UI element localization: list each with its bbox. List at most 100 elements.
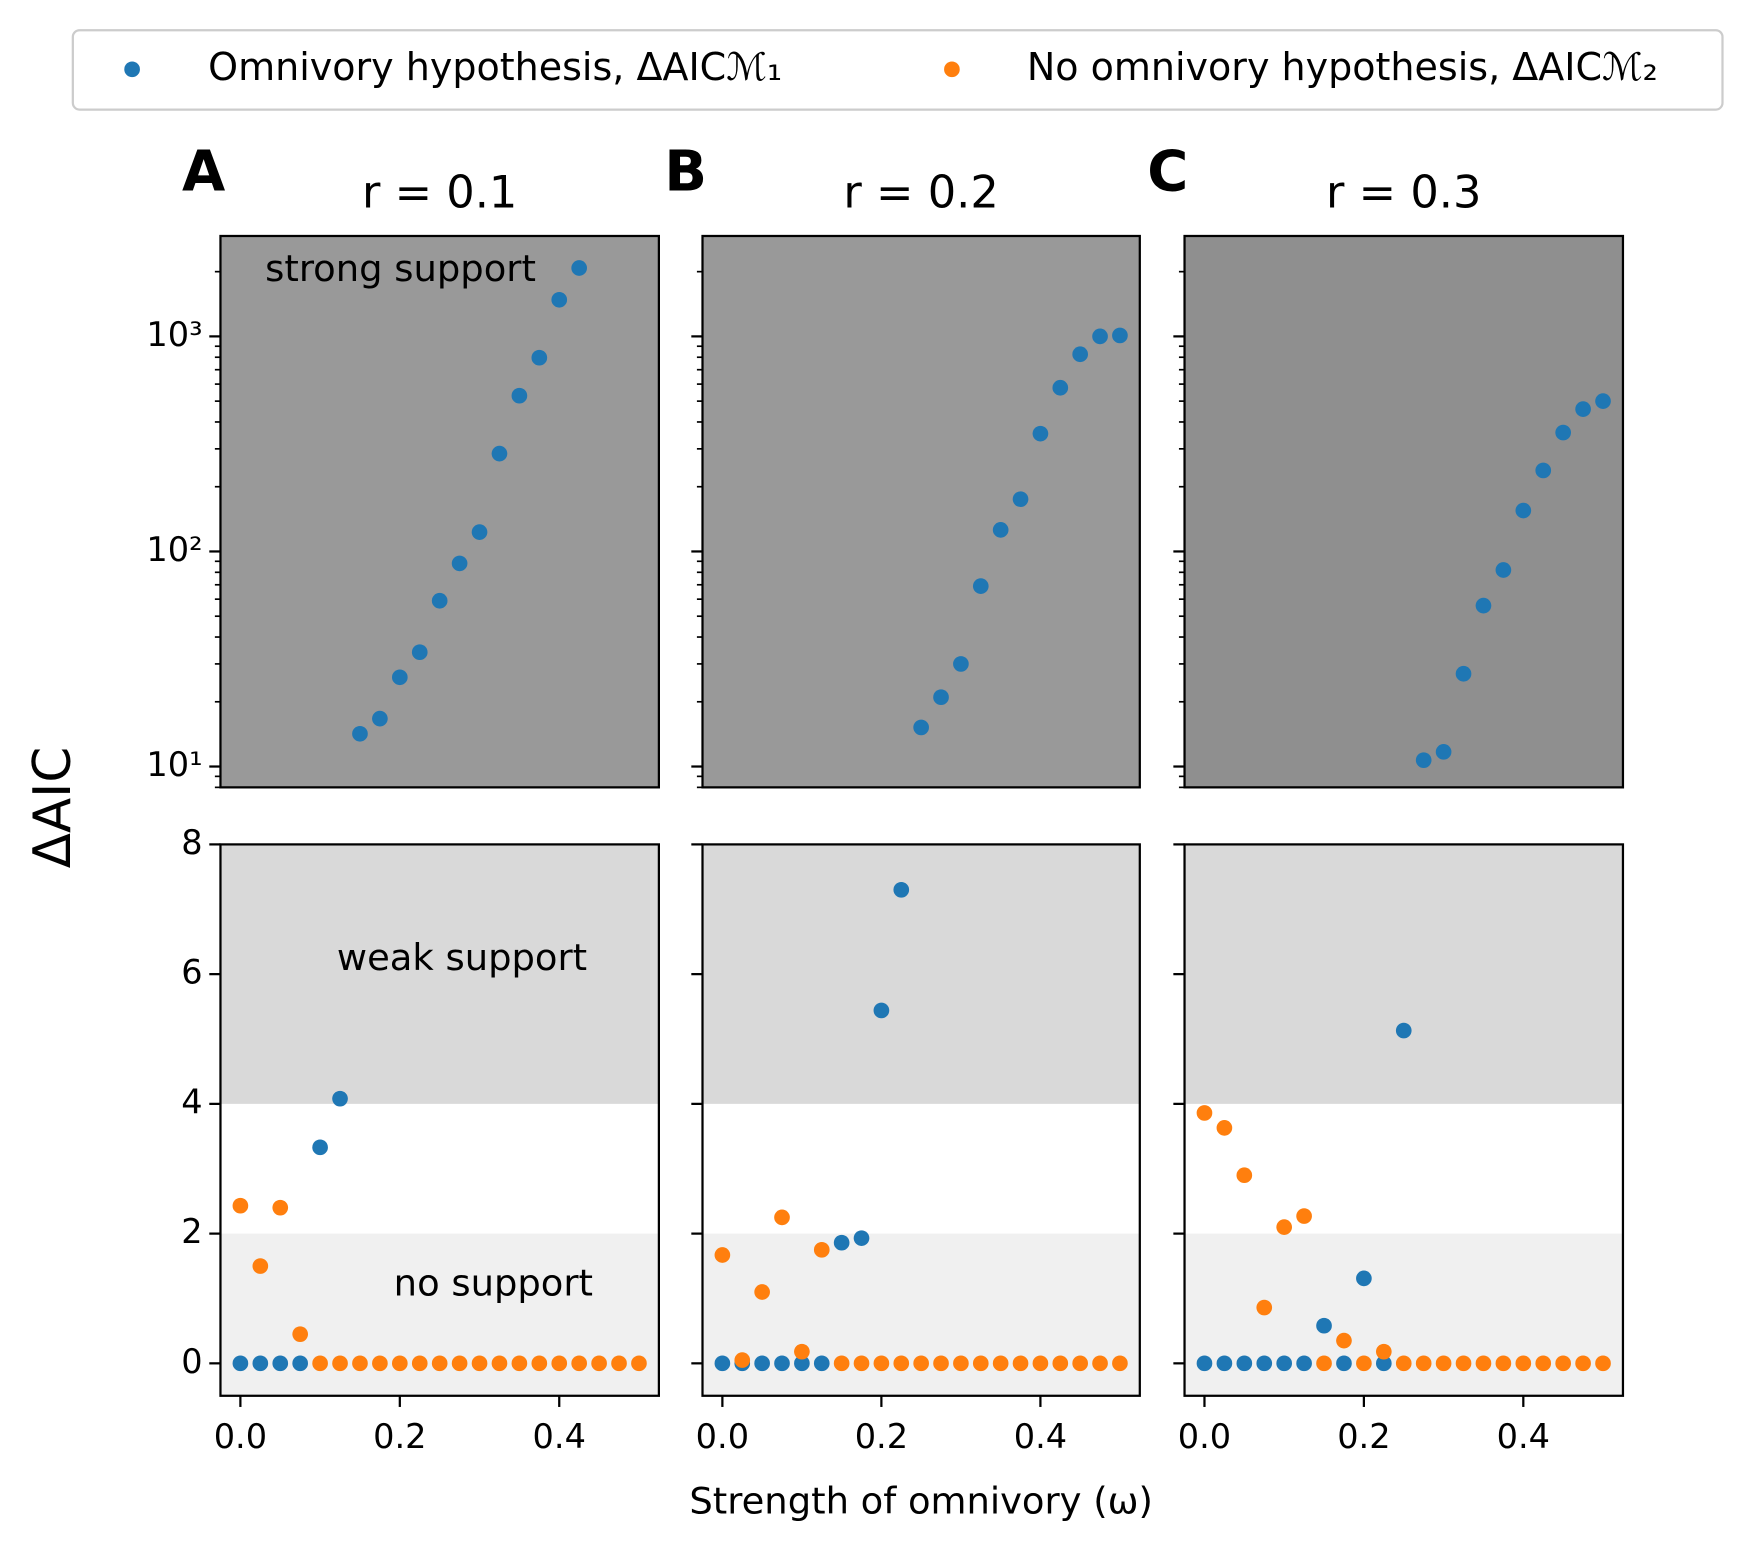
y-tick-label: 10³ [146, 315, 202, 354]
plot-area [702, 235, 1140, 788]
data-point [1032, 1355, 1049, 1372]
data-point [531, 1355, 548, 1372]
data-point [232, 1355, 249, 1372]
data-point [1336, 1332, 1352, 1349]
data-point [893, 1355, 910, 1372]
x-axis-label: Strength of omnivory (ω) [689, 1480, 1153, 1523]
data-point [1435, 744, 1452, 760]
y-tick-label: 10² [146, 530, 202, 569]
annotation: no support [394, 1262, 593, 1305]
data-point [1415, 752, 1432, 769]
support-band [220, 235, 659, 788]
support-band [1184, 1233, 1623, 1396]
data-point [1236, 1167, 1253, 1184]
plot-area [1184, 235, 1623, 788]
data-point [292, 1326, 309, 1342]
data-point [1276, 1219, 1293, 1235]
y-tick-label: 0 [181, 1342, 202, 1381]
data-point [491, 445, 508, 462]
data-point [774, 1355, 790, 1372]
data-point [551, 1355, 568, 1372]
data-point [1256, 1299, 1273, 1316]
data-point [312, 1355, 328, 1372]
data-point [1356, 1355, 1372, 1372]
data-point [1092, 328, 1108, 345]
data-point [1515, 1355, 1532, 1372]
data-point [1375, 1343, 1392, 1360]
data-point [953, 1355, 969, 1372]
data-point [292, 1355, 309, 1372]
data-point [1475, 597, 1492, 614]
data-point [1052, 1355, 1069, 1372]
data-point [754, 1355, 770, 1372]
data-point [774, 1209, 790, 1226]
data-point [1495, 562, 1512, 578]
data-point [312, 1139, 328, 1156]
data-point [1455, 665, 1472, 682]
data-point [1475, 1355, 1492, 1372]
data-point [631, 1355, 647, 1372]
support-band [702, 1233, 1140, 1396]
data-point [754, 1284, 770, 1300]
legend-box [71, 29, 1724, 111]
plot-area [702, 844, 1140, 1396]
data-point [1375, 1355, 1392, 1372]
data-point [1012, 491, 1029, 508]
data-point [833, 1234, 850, 1251]
data-point [1092, 1355, 1108, 1372]
data-point [1236, 1355, 1253, 1372]
data-point [1555, 1355, 1571, 1372]
data-point [1575, 401, 1591, 417]
y-tick-label: 4 [181, 1082, 202, 1121]
data-point [813, 1241, 830, 1258]
support-band [220, 1233, 659, 1396]
data-point [471, 524, 488, 540]
data-point [272, 1355, 289, 1372]
data-point [571, 1355, 588, 1372]
data-point [491, 1355, 508, 1372]
data-point [511, 1355, 528, 1372]
data-point [893, 881, 910, 898]
data-point [1356, 1270, 1372, 1287]
axes-frame [219, 234, 661, 789]
plot-area [220, 844, 659, 1396]
legend-label: No omnivory hypothesis, ΔAICℳ₂ [1027, 45, 1658, 89]
data-point [451, 555, 468, 572]
panel-letter: B [664, 140, 707, 205]
panel-title: r = 0.1 [362, 166, 517, 219]
data-point [714, 1247, 731, 1263]
data-point [873, 1002, 890, 1019]
data-point [1535, 462, 1552, 479]
data-point [272, 1199, 289, 1216]
data-point [933, 689, 949, 706]
data-point [933, 1355, 949, 1372]
support-band [220, 844, 659, 1104]
data-point [1336, 1355, 1352, 1372]
data-point [1112, 327, 1128, 344]
data-point [873, 1355, 890, 1372]
data-point [1196, 1105, 1213, 1121]
data-point [431, 1355, 448, 1372]
data-point [1296, 1355, 1312, 1372]
data-point [1316, 1317, 1332, 1334]
panel-letter: A [182, 140, 225, 205]
annotation: weak support [337, 936, 587, 979]
axes-frame [1183, 234, 1625, 789]
data-point [431, 592, 448, 609]
support-band [1184, 235, 1623, 788]
data-point [953, 656, 969, 672]
data-point [391, 1355, 408, 1372]
y-tick-label: 10¹ [146, 745, 202, 784]
data-point [1495, 1355, 1512, 1372]
data-point [1455, 1355, 1472, 1372]
data-point [794, 1343, 810, 1360]
data-point [1515, 502, 1532, 519]
data-point [1072, 346, 1088, 363]
x-tick-label: 0.2 [855, 1417, 908, 1456]
data-point [451, 1355, 468, 1372]
plot-area [1184, 844, 1623, 1396]
data-point [1395, 1355, 1412, 1372]
data-point [853, 1355, 870, 1372]
data-point [734, 1352, 751, 1368]
